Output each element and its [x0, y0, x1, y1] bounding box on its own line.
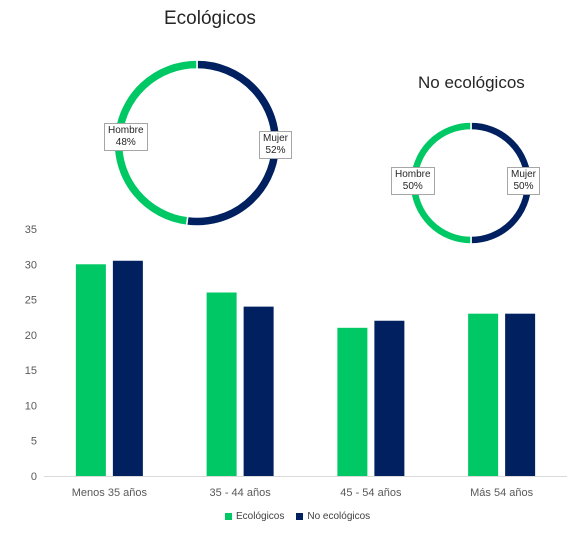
legend-label-no-ecologicos: No ecológicos: [307, 511, 371, 522]
callout-eco-hombre: Hombre 48%: [104, 123, 148, 151]
callout-noeco-hombre: Hombre 50%: [391, 167, 435, 195]
bar-ecologicos-2: [337, 327, 368, 476]
callout-noeco-hombre-pct: 50%: [402, 181, 423, 192]
callout-noeco-mujer-label: Mujer: [511, 169, 537, 180]
bar-ecologicos-0: [75, 264, 106, 476]
callout-eco-hombre-label: Hombre: [108, 125, 144, 136]
bar-no-ecologicos-1: [243, 306, 274, 476]
y-tick-label-15: 15: [25, 365, 37, 377]
y-tick-label-5: 5: [31, 436, 37, 448]
x-tick-label-1: 35 - 44 años: [210, 487, 272, 499]
callout-eco-mujer-pct: 52%: [265, 145, 286, 156]
bar-no-ecologicos-0: [112, 260, 143, 476]
bar-ecologicos-1: [206, 292, 237, 476]
legend-label-ecologicos: Ecológicos: [236, 511, 285, 522]
donut-title-ecologicos: Ecológicos: [164, 8, 256, 29]
donut-1-slice-hombre: [409, 121, 472, 245]
legend-item-no-ecologicos: No ecológicos: [296, 511, 370, 522]
y-tick-label-10: 10: [25, 400, 37, 412]
chart-legend: Ecológicos No ecológicos: [225, 511, 370, 522]
callout-eco-hombre-pct: 48%: [115, 137, 136, 148]
y-tick-label-0: 0: [31, 471, 37, 483]
bar-no-ecologicos-2: [374, 320, 405, 476]
callout-eco-mujer-label: Mujer: [263, 133, 289, 144]
legend-item-ecologicos: Ecológicos: [225, 511, 284, 522]
y-tick-label-35: 35: [25, 224, 37, 236]
bar-ecologicos-3: [468, 313, 499, 476]
x-tick-label-0: Menos 35 años: [72, 487, 148, 499]
x-tick-label-2: 45 - 54 años: [340, 487, 402, 499]
donut-title-no-ecologicos: No ecológicos: [418, 73, 525, 92]
y-tick-label-20: 20: [25, 330, 37, 342]
callout-noeco-hombre-label: Hombre: [395, 169, 431, 180]
x-tick-label-3: Más 54 años: [470, 487, 533, 499]
legend-swatch-ecologicos: [225, 513, 232, 520]
callout-eco-mujer: Mujer 52%: [259, 131, 293, 159]
callout-noeco-mujer-pct: 50%: [513, 181, 534, 192]
callout-noeco-mujer: Mujer 50%: [507, 167, 541, 195]
legend-swatch-no-ecologicos: [296, 513, 304, 520]
y-tick-label-25: 25: [25, 295, 37, 307]
donut-0-slice-hombre: [113, 59, 198, 227]
bar-no-ecologicos-3: [505, 313, 536, 476]
y-tick-label-30: 30: [25, 259, 37, 271]
